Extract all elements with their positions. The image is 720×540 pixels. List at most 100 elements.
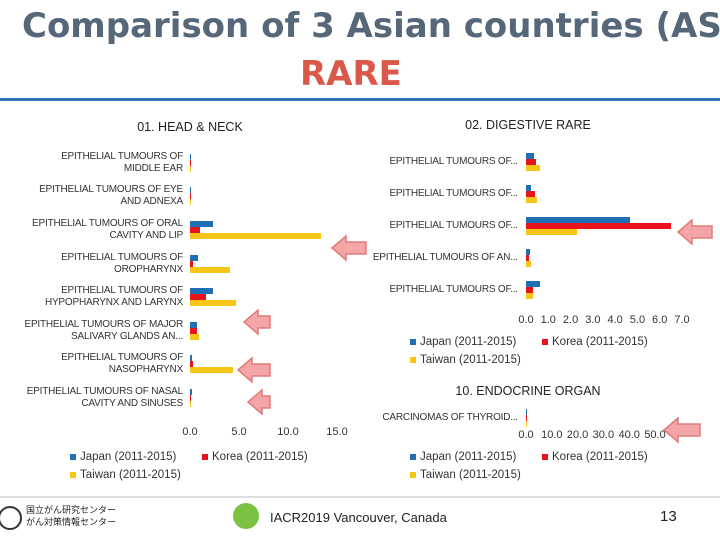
category-label: EPITHELIAL TUMOURS OF ORAL CAVITY AND LI… xyxy=(32,218,183,241)
bar xyxy=(190,401,191,407)
bar xyxy=(526,409,527,415)
category-label: EPITHELIAL TUMOURS OF MIDDLE EAR xyxy=(61,150,183,174)
bar xyxy=(526,287,533,293)
legend-item: Japan (2011-2015) xyxy=(70,451,176,463)
bar xyxy=(190,355,192,362)
bar xyxy=(526,185,531,191)
bar xyxy=(190,361,193,368)
chart-title: 02. DIGESTIVE RARE xyxy=(465,118,591,132)
bar xyxy=(190,254,198,261)
x-tick-label: 3.0 xyxy=(585,314,601,326)
category-label: EPITHELIAL TUMOURS OF... xyxy=(389,284,518,295)
legend-label: Korea (2011-2015) xyxy=(552,451,648,463)
org-line: がん対策情報センター xyxy=(26,517,117,527)
title-highlight: RARE xyxy=(300,54,402,94)
bar xyxy=(526,217,630,223)
x-tick-label: 50.0 xyxy=(644,429,666,441)
legend-label: Taiwan (2011-2015) xyxy=(420,354,521,366)
bar xyxy=(190,153,191,160)
bar xyxy=(190,367,234,374)
bar xyxy=(190,260,193,267)
category-label: EPITHELIAL TUMOURS OF EYE AND ADNEXA xyxy=(39,184,183,208)
bar xyxy=(526,249,530,255)
bar xyxy=(526,281,541,287)
category-label: EPITHELIAL TUMOURS OF OROPHARYNX xyxy=(61,251,183,275)
legend-item: Japan (2011-2015) xyxy=(410,451,516,463)
category-label: CARCINOMAS OF THYROID... xyxy=(382,412,518,423)
legend-item: Korea (2011-2015) xyxy=(542,336,648,348)
bar xyxy=(190,199,191,206)
category-label: EPITHELIAL TUMOURS OF... xyxy=(389,220,518,231)
bar xyxy=(526,421,527,427)
bar xyxy=(190,333,199,340)
x-tick-label: 5.0 xyxy=(629,314,646,326)
bar xyxy=(526,197,538,203)
category-label: EPITHELIAL TUMOURS OF... xyxy=(389,188,518,199)
bar xyxy=(526,191,535,197)
legend-swatch xyxy=(410,338,416,345)
legend-item: Taiwan (2011-2015) xyxy=(410,354,521,366)
legend-label: Japan (2011-2015) xyxy=(420,451,517,463)
legend-swatch xyxy=(70,471,76,478)
slide-title: Comparison of 3 Asian countries (ASR(W)) xyxy=(22,6,720,46)
bar xyxy=(526,293,533,299)
x-tick-label: 6.0 xyxy=(652,314,668,326)
x-tick-label: 10.0 xyxy=(277,426,299,438)
bar xyxy=(190,294,206,301)
x-tick-label: 40.0 xyxy=(618,429,640,441)
category-label: EPITHELIAL TUMOURS OF HYPOPHARYNX AND LA… xyxy=(44,285,183,309)
bar xyxy=(190,300,237,307)
bar xyxy=(190,321,197,328)
category-label: EPITHELIAL TUMOURS OF NASOPHARYNX xyxy=(61,352,183,376)
legend-item: Taiwan (2011-2015) xyxy=(410,469,521,481)
category-label: EPITHELIAL TUMOURS OF AN... xyxy=(372,252,518,263)
bar xyxy=(190,395,191,401)
chart-title: 01. HEAD & NECK xyxy=(137,120,243,134)
x-tick-label: 1.0 xyxy=(540,314,556,326)
category-label: EPITHELIAL TUMOURS OF NASAL CAVITY AND S… xyxy=(26,386,184,409)
legend-swatch xyxy=(542,453,548,460)
legend-label: Taiwan (2011-2015) xyxy=(420,469,521,481)
org-line: 国立がん研究センター xyxy=(26,505,117,515)
category-label: EPITHELIAL TUMOURS OF... xyxy=(389,156,518,167)
legend-item: Japan (2011-2015) xyxy=(410,336,516,348)
bar xyxy=(190,187,191,194)
footer-logo xyxy=(233,503,259,529)
bar xyxy=(190,193,191,200)
x-tick-label: 0.0 xyxy=(182,426,198,438)
x-tick-label: 10.0 xyxy=(541,429,563,441)
x-tick-label: 30.0 xyxy=(592,429,615,441)
x-tick-label: 4.0 xyxy=(607,314,623,326)
legend-label: Japan (2011-2015) xyxy=(420,336,517,348)
x-tick-label: 0.0 xyxy=(518,429,534,441)
arrow xyxy=(330,234,367,262)
legend-swatch xyxy=(410,453,416,460)
legend-swatch xyxy=(410,471,416,478)
org-name: 国立がん研究センター がん対策情報センター xyxy=(26,504,116,528)
chart-title: 10. ENDOCRINE ORGAN xyxy=(455,384,601,398)
org-logo xyxy=(0,506,22,530)
bar xyxy=(526,159,537,165)
bar xyxy=(526,165,541,171)
bar xyxy=(190,227,200,233)
arrow xyxy=(662,416,701,444)
x-tick-label: 0.0 xyxy=(518,314,534,326)
bar xyxy=(526,255,529,261)
legend-item: Korea (2011-2015) xyxy=(542,451,648,463)
footer-text: IACR2019 Vancouver, Canada xyxy=(270,510,447,525)
x-tick-label: 20.0 xyxy=(566,429,589,441)
legend-label: Taiwan (2011-2015) xyxy=(80,469,181,481)
bar xyxy=(190,159,191,166)
legend-swatch xyxy=(202,453,208,460)
bar xyxy=(190,327,197,334)
legend-swatch xyxy=(410,356,416,363)
x-tick-label: 2.0 xyxy=(562,314,579,326)
bar xyxy=(526,229,578,235)
bar xyxy=(190,389,192,395)
arrow xyxy=(242,308,271,336)
legend-label: Korea (2011-2015) xyxy=(552,336,648,348)
x-tick-label: 5.0 xyxy=(231,426,247,438)
legend-label: Korea (2011-2015) xyxy=(212,451,308,463)
